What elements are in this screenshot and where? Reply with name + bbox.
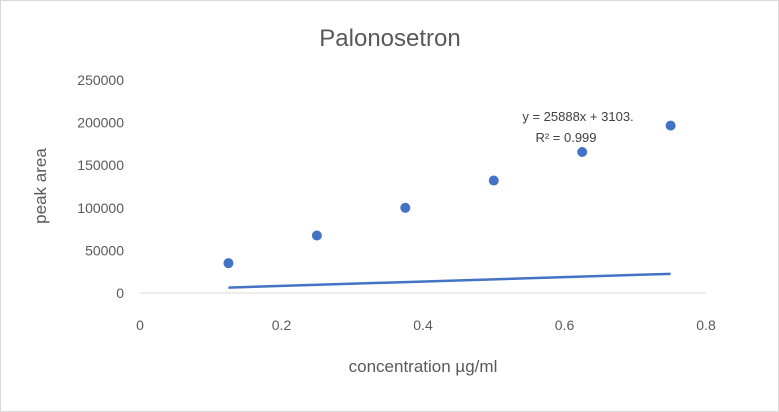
y-axis-ticks: 0 50000 100000 150000 200000 250000	[77, 72, 124, 301]
x-tick-label: 0.8	[696, 317, 716, 333]
data-points	[223, 120, 676, 269]
data-point	[223, 258, 234, 269]
y-tick-label: 0	[116, 285, 124, 301]
x-axis-label: concentration µg/ml	[349, 357, 498, 376]
data-point	[488, 175, 499, 186]
data-point	[311, 230, 322, 241]
data-point	[400, 202, 411, 213]
x-tick-label: 0.6	[555, 317, 575, 333]
y-tick-label: 200000	[77, 115, 124, 131]
x-tick-label: 0.4	[413, 317, 433, 333]
x-tick-label: 0.2	[272, 317, 292, 333]
x-tick-label: 0	[136, 317, 144, 333]
y-tick-label: 100000	[77, 200, 124, 216]
trendline	[228, 272, 671, 289]
x-axis-ticks: 0 0.2 0.4 0.6 0.8	[136, 317, 716, 333]
data-point	[577, 146, 588, 157]
trendline-r2: R² = 0.999	[535, 130, 596, 145]
y-tick-label: 250000	[77, 72, 124, 88]
y-tick-label: 50000	[85, 242, 124, 258]
trendline-equation: y = 25888x + 3103.	[522, 109, 633, 124]
chart-title: Palonosetron	[319, 25, 460, 52]
y-axis-label: peak area	[31, 148, 50, 224]
data-point	[665, 120, 676, 131]
y-tick-label: 150000	[77, 157, 124, 173]
